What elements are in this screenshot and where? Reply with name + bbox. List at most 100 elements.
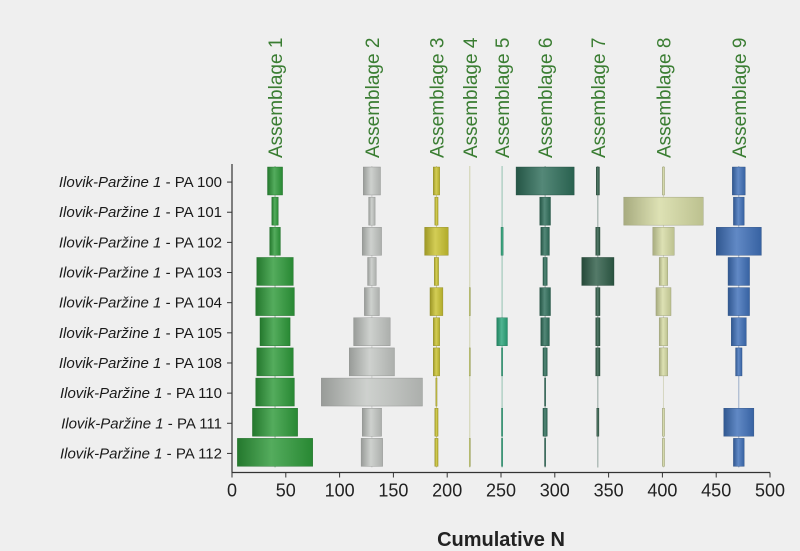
row-site-name: Ilovik-Paržine 1 xyxy=(59,234,162,251)
bar-segment xyxy=(727,287,750,316)
bar-segment xyxy=(652,227,675,256)
bar-segment xyxy=(501,438,503,467)
bar-segment xyxy=(364,287,380,316)
bar-segment xyxy=(727,257,750,286)
bar-segment xyxy=(539,287,551,316)
bar-segment xyxy=(368,196,376,226)
bar-segment xyxy=(544,377,546,407)
row-pa-code: - PA 103 xyxy=(161,265,222,282)
x-tick-label: 400 xyxy=(647,481,677,501)
row-site-name: Ilovik-Paržine 1 xyxy=(59,325,162,342)
row-label: Ilovik-Paržine 1 - PA 111 xyxy=(61,415,222,432)
row-site-name: Ilovik-Paržine 1 xyxy=(59,355,162,372)
bar-segment xyxy=(662,408,665,437)
bar-segment xyxy=(595,227,601,256)
bar-segment xyxy=(496,317,508,346)
series-label: Assemblage 4 xyxy=(461,37,482,158)
row-site-name: Ilovik-Paržine 1 xyxy=(59,174,162,191)
row-label: Ilovik-Paržine 1 - PA 108 xyxy=(59,355,222,372)
bar-segment xyxy=(433,317,440,346)
series-label: Assemblage 7 xyxy=(589,38,610,158)
bar-segment xyxy=(623,196,704,226)
row-label: Ilovik-Paržine 1 - PA 101 xyxy=(59,204,222,221)
row-labels-layer: Ilovik-Paržine 1 - PA 100Ilovik-Paržine … xyxy=(59,174,222,462)
bar-segment xyxy=(321,377,423,407)
bar-segment xyxy=(542,408,548,437)
bar-segment xyxy=(658,317,668,346)
bar-segment xyxy=(255,377,295,407)
row-site-name: Ilovik-Paržine 1 xyxy=(61,415,164,432)
series-label: Assemblage 2 xyxy=(363,38,384,158)
bar-segment xyxy=(435,377,438,407)
series-label: Assemblage 1 xyxy=(266,38,287,158)
bar-segment xyxy=(433,347,440,377)
row-site-name: Ilovik-Paržine 1 xyxy=(59,295,162,312)
bar-segment xyxy=(433,166,440,196)
bar-segment xyxy=(363,166,381,196)
series-label: Assemblage 6 xyxy=(536,38,557,158)
bar-segment xyxy=(542,347,548,377)
row-pa-code: - PA 108 xyxy=(161,355,222,372)
bar-segment xyxy=(662,166,665,196)
row-pa-code: - PA 101 xyxy=(161,204,222,221)
row-pa-code: - PA 100 xyxy=(161,174,222,191)
bar-segment xyxy=(237,438,313,467)
row-pa-code: - PA 105 xyxy=(161,325,222,342)
row-label: Ilovik-Paržine 1 - PA 100 xyxy=(59,174,222,191)
row-pa-code: - PA 112 xyxy=(163,445,222,462)
bar-segment xyxy=(271,196,279,226)
bar-segment xyxy=(716,227,762,256)
bar-segment xyxy=(655,287,672,316)
row-label: Ilovik-Paržine 1 - PA 104 xyxy=(59,295,222,312)
row-site-name: Ilovik-Paržine 1 xyxy=(60,445,163,462)
x-tick-label: 50 xyxy=(276,481,296,501)
x-axis-label: Cumulative N xyxy=(437,529,565,551)
bar-segment xyxy=(540,227,550,256)
x-tick-label: 350 xyxy=(594,481,624,501)
series-labels-layer: Assemblage 1 Assemblage 2 Assemblage 3 Asse… xyxy=(266,37,751,158)
x-tick-label: 200 xyxy=(432,481,462,501)
bar-segment xyxy=(353,317,391,346)
bar-segment xyxy=(733,196,745,226)
row-label: Ilovik-Paržine 1 - PA 102 xyxy=(59,234,222,251)
bar-segment xyxy=(468,287,471,316)
bar-segment xyxy=(360,438,383,467)
bar-segment xyxy=(434,257,439,286)
bar-segment xyxy=(595,317,601,346)
row-label: Ilovik-Paržine 1 - PA 112 xyxy=(60,445,222,462)
series-label: Assemblage 8 xyxy=(654,38,675,158)
axes-layer: 0 50 100 150 200 250 300 350 400 450 500 xyxy=(227,164,785,501)
bars-layer xyxy=(237,166,762,468)
row-site-name: Ilovik-Paržine 1 xyxy=(59,204,162,221)
x-tick-label: 500 xyxy=(755,481,785,501)
bar-segment xyxy=(468,347,471,377)
bar-segment xyxy=(269,227,281,256)
bar-segment xyxy=(361,408,382,437)
bar-segment xyxy=(662,438,665,467)
series-label: Assemblage 3 xyxy=(427,38,448,158)
bar-segment xyxy=(367,257,377,286)
bar-segment xyxy=(596,408,600,437)
bar-segment xyxy=(434,438,439,467)
bar-segment xyxy=(256,257,294,286)
bar-segment xyxy=(595,287,601,316)
bar-segment xyxy=(733,438,745,467)
bar-segment xyxy=(731,317,747,346)
row-pa-code: - PA 110 xyxy=(163,385,222,402)
x-tick-label: 100 xyxy=(325,481,355,501)
bar-segment xyxy=(723,408,755,437)
row-label: Ilovik-Paržine 1 - PA 105 xyxy=(59,325,222,342)
bar-segment xyxy=(267,166,283,196)
row-label: Ilovik-Paržine 1 - PA 103 xyxy=(59,265,222,282)
bar-segment xyxy=(544,438,546,467)
row-site-name: Ilovik-Paržine 1 xyxy=(60,385,163,402)
bar-segment xyxy=(501,408,503,437)
bar-segment xyxy=(434,196,439,226)
bar-segment xyxy=(735,347,743,377)
x-tick-label: 300 xyxy=(540,481,570,501)
series-label: Assemblage 5 xyxy=(493,38,514,158)
bar-segment xyxy=(596,166,600,196)
bar-segment xyxy=(500,227,504,256)
